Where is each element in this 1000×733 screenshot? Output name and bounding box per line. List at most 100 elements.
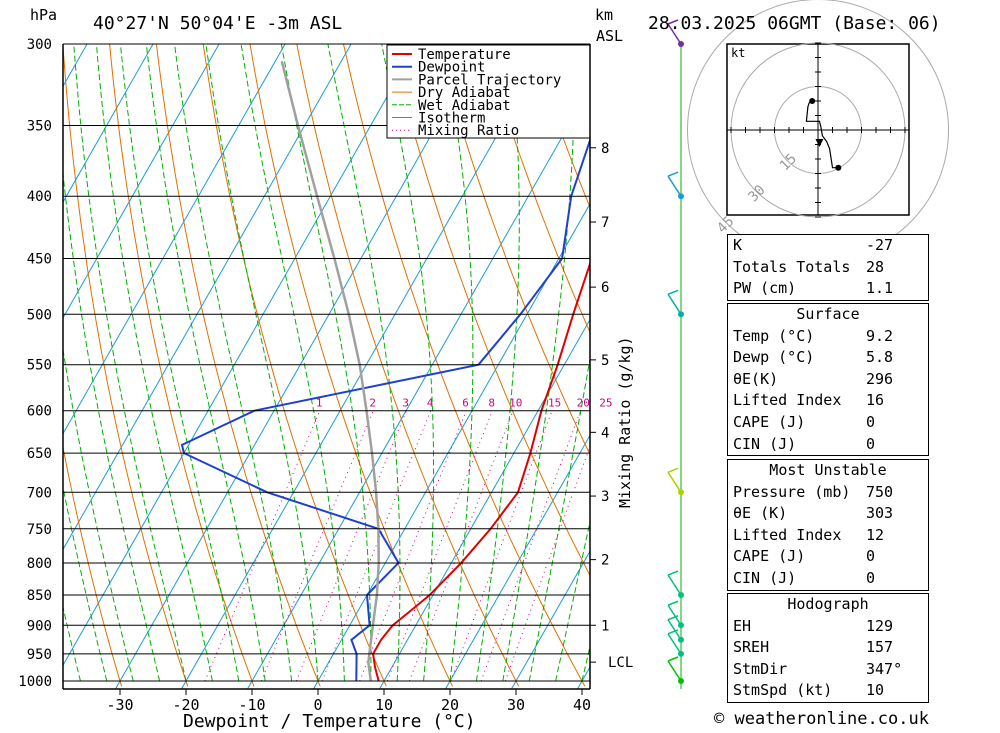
- x-tick-label: -30: [106, 696, 133, 714]
- x-tick-label: -20: [172, 696, 199, 714]
- wind-barb-feather: [667, 629, 679, 635]
- hodo-row: SREH 157: [728, 637, 928, 659]
- surface-label: Temp (°C): [733, 326, 815, 345]
- wind-barb: [667, 171, 684, 200]
- asl-unit: ASL: [596, 27, 623, 45]
- wet-adiabat-line: [63, 605, 81, 682]
- mixing-ratio-line: [386, 410, 493, 682]
- hodo-value: 10: [866, 681, 885, 700]
- wind-barb: [667, 467, 684, 496]
- wet-adiabat-line: [555, 519, 590, 682]
- x-tick-label: -10: [238, 696, 265, 714]
- datetime-title: 28.03.2025 06GMT (Base: 06): [648, 13, 941, 34]
- wind-barb-feather: [667, 19, 679, 25]
- wet-adiabat-line: [73, 44, 187, 682]
- wind-barb: [667, 600, 684, 629]
- pressure-tick-label: 850: [27, 588, 52, 604]
- hodograph-start-dot: [809, 98, 816, 104]
- mixing-ratio-value: 25: [599, 397, 612, 410]
- surface-label: Lifted Index: [733, 391, 842, 410]
- surface-row: Temp (°C) 9.2: [728, 326, 928, 348]
- most-unstable-title: Most Unstable: [769, 461, 887, 479]
- pressure-tick-label: 800: [27, 556, 52, 572]
- pw-label: PW (cm): [733, 279, 797, 298]
- km-tick-label: 4: [601, 425, 609, 441]
- x-axis-label: Dewpoint / Temperature (°C): [183, 711, 476, 732]
- k-index-value: -27: [866, 236, 894, 254]
- isotherm-line: [63, 44, 418, 667]
- wind-barb: [667, 615, 684, 643]
- hodograph-panel: Hodograph EH 129 SREH 157 StmDir 347° StmSp…: [727, 593, 929, 703]
- hodograph-unit: kt: [731, 46, 745, 60]
- mixing-ratio-line: [359, 410, 467, 682]
- surface-label: Dewp (°C): [733, 348, 815, 367]
- wind-barb-feather: [667, 656, 679, 662]
- mixing-ratio-value: 1: [316, 397, 323, 410]
- credit-link[interactable]: © weatheronline.co.uk: [714, 709, 929, 729]
- wind-barb-staff: [667, 619, 682, 641]
- wind-barb-staff: [667, 23, 682, 45]
- legend-entry: Dewpoint: [418, 60, 485, 76]
- pressure-tick-label: 950: [27, 647, 52, 663]
- wet-adiabat-line: [528, 356, 590, 682]
- wind-barb-staff: [667, 175, 682, 197]
- surface-value: 0: [866, 412, 876, 431]
- mixing-ratio-value: 4: [427, 397, 434, 410]
- surface-value: 0: [866, 434, 876, 453]
- k-index-label: K: [733, 236, 743, 254]
- mu-value: 303: [866, 504, 894, 523]
- km-tick-label: 8: [601, 141, 609, 157]
- mu-value: 0: [866, 568, 876, 587]
- km-tick-label: 2: [601, 553, 609, 569]
- x-tick-label: 10: [375, 696, 393, 714]
- series-line-temperature: [372, 260, 590, 682]
- mu-label: Lifted Index: [733, 525, 842, 544]
- wet-adiabat-line: [95, 44, 213, 682]
- wet-adiabat-line: [442, 44, 474, 682]
- pressure-lines: 300 350 400 450 500 550 600 650 700 750 800 850 900 9…: [18, 37, 590, 690]
- x-tick-label: 20: [441, 696, 459, 714]
- wind-barb-feather: [667, 570, 679, 576]
- isotherm-line: [63, 44, 220, 319]
- wet-adiabat-line: [63, 346, 134, 682]
- surface-value: 5.8: [866, 348, 894, 367]
- x-tick-label: 0: [313, 696, 322, 714]
- wind-barb-feather: [667, 289, 679, 295]
- surface-label: θE(K): [733, 369, 779, 388]
- mu-label: CIN (J): [733, 568, 797, 587]
- surface-title: Surface: [796, 305, 860, 323]
- pressure-tick-label: 500: [27, 307, 52, 323]
- hodograph-title: Hodograph: [787, 595, 869, 613]
- surface-label: CIN (J): [733, 434, 797, 453]
- legend-box: [386, 44, 591, 139]
- pw-value: 1.1: [866, 279, 894, 298]
- wet-adiabat-line: [120, 44, 240, 682]
- surface-row: CIN (J) 0: [728, 434, 928, 456]
- km-tick-label: LCL: [608, 655, 633, 671]
- dry-adiabat-line: [988, 26, 1000, 686]
- mixing-ratio-line: [321, 410, 432, 682]
- isotherm-line: [63, 44, 352, 551]
- x-tick-label: 40: [573, 696, 591, 714]
- legend-entry: Isotherm: [418, 111, 485, 127]
- wind-barb-staff: [667, 604, 682, 626]
- isotherm-line: [63, 44, 286, 435]
- isotherm-line: [63, 44, 154, 204]
- surface-row: θE(K) 296: [728, 369, 928, 391]
- wind-barb: [667, 570, 684, 599]
- most-unstable-panel: Most Unstable Pressure (mb) 750 θE (K) 303…: [727, 459, 929, 591]
- mixing-ratio-labels: 1 2 3 4 6 8 10 15 20 25: [316, 397, 613, 410]
- surface-value: 9.2: [866, 326, 894, 345]
- axes: -30 -20 -10 0 10 20 30 40 8 7 6 5 4 3 2 1 LCL: [62, 44, 633, 714]
- mixing-ratio-axis-label: Mixing Ratio (g/kg): [616, 336, 634, 508]
- pressure-tick-label: 550: [27, 358, 52, 374]
- km-tick-label: 3: [601, 489, 609, 505]
- wind-barb-staff: [667, 574, 682, 596]
- wind-barb-feather: [667, 171, 679, 177]
- km-unit: km: [595, 6, 613, 24]
- hodo-row: StmSpd (kt) 10: [728, 680, 928, 702]
- mixing-ratio-value: 6: [462, 397, 469, 410]
- mixing-ratio-value: 10: [509, 397, 522, 410]
- dry-adiabat-line: [942, 26, 1000, 686]
